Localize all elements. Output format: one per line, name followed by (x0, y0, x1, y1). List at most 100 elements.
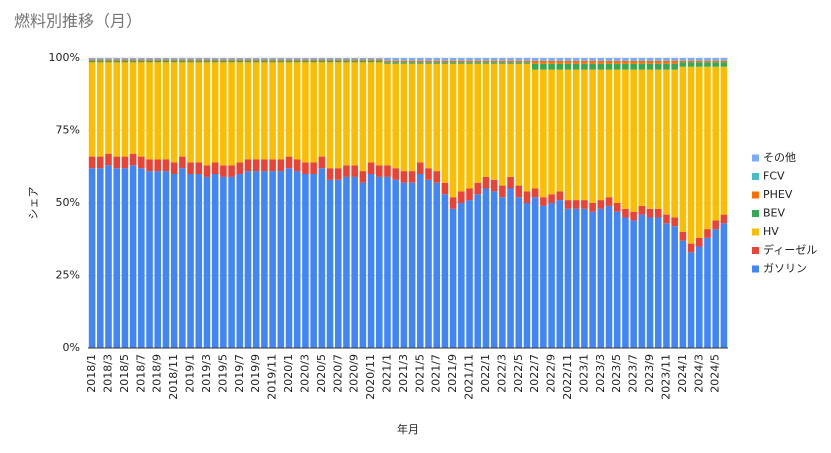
bar-segment (482, 188, 490, 348)
bar-segment (88, 60, 96, 63)
bar-segment (704, 58, 711, 61)
bar-segment (121, 62, 129, 157)
bar-segment (236, 62, 244, 163)
bar-segment (696, 60, 703, 63)
bar-segment (302, 62, 309, 163)
bar-segment (687, 62, 695, 67)
bar-segment (523, 203, 531, 348)
x-tick-label: 2024/3 (692, 354, 705, 393)
bar-segment (203, 176, 211, 348)
bar-segment (564, 63, 572, 70)
bar-segment (613, 60, 621, 64)
bar-segment (293, 159, 301, 172)
x-tick-label: 2020/3 (298, 354, 311, 393)
bar-segment (179, 58, 186, 60)
bar-segment (97, 58, 104, 60)
bar-segment (334, 62, 342, 169)
bar-segment (170, 174, 178, 348)
bar-segment (129, 62, 137, 154)
bar-segment (515, 185, 523, 198)
bar-segment (154, 62, 162, 160)
bar-segment (663, 60, 670, 64)
bar-segment (441, 60, 449, 63)
bar-segment (482, 63, 490, 177)
x-tick-label: 2019/1 (184, 354, 197, 393)
bar-segment (671, 60, 678, 64)
x-tick-label: 2023/7 (627, 354, 640, 393)
bar-segment (540, 58, 547, 61)
bar-segment (441, 182, 449, 195)
bar-segment (162, 62, 170, 160)
bar-segment (449, 63, 457, 198)
bar-segment (507, 176, 514, 189)
bar-segment (515, 60, 523, 63)
bar-segment (302, 162, 309, 174)
bar-segment (236, 162, 244, 174)
bar-segment (285, 58, 293, 60)
bar-segment (622, 58, 629, 61)
bar-segment (704, 229, 711, 238)
bar-segment (318, 59, 326, 61)
bar-segment (523, 58, 531, 61)
bar-segment (507, 188, 514, 348)
bar-segment (638, 214, 646, 348)
bar-segment (121, 59, 129, 61)
bar-segment (564, 69, 572, 201)
bar-segment (318, 58, 326, 60)
bar-segment (220, 176, 227, 348)
bar-segment (720, 60, 728, 63)
bar-segment (556, 60, 564, 64)
bar-segment (679, 232, 687, 241)
bar-segment (720, 66, 728, 215)
bar-segment (162, 58, 170, 60)
bar-segment (654, 69, 662, 209)
bar-segment (466, 188, 473, 201)
x-tick-label: 2023/5 (610, 354, 623, 393)
bar-segment (154, 159, 162, 172)
bar-segment (704, 66, 711, 230)
bar-segment (384, 58, 391, 61)
legend-swatch (752, 210, 759, 217)
bar-segment (392, 60, 399, 63)
bar-segment (613, 203, 621, 212)
x-tick-label: 2021/3 (397, 354, 410, 393)
x-tick-label: 2020/5 (315, 354, 328, 393)
bar-segment (622, 60, 629, 64)
bar-segment (367, 62, 375, 163)
bar-segment (458, 191, 465, 203)
x-tick-label: 2023/3 (594, 354, 607, 393)
bar-segment (326, 60, 334, 63)
bar-segment (572, 208, 580, 348)
bar-segment (88, 156, 96, 169)
bar-segment (605, 58, 613, 61)
bar-segment (195, 59, 203, 61)
x-tick-label: 2022/9 (545, 354, 558, 393)
bar-segment (548, 63, 555, 70)
bar-segment (220, 62, 227, 166)
bar-segment (187, 174, 194, 348)
bar-segment (310, 60, 317, 63)
bar-segment (392, 58, 399, 61)
bar-segment (515, 58, 523, 61)
bar-segment (269, 159, 276, 172)
bar-segment (646, 63, 654, 70)
bar-segment (646, 58, 654, 61)
y-tick-label: 50% (56, 196, 80, 209)
bar-segment (490, 58, 498, 61)
bar-segment (376, 176, 383, 348)
bar-segment (203, 165, 211, 177)
bar-segment (252, 159, 260, 172)
bar-segment (359, 59, 367, 61)
bar-segment (712, 66, 719, 221)
bar-segment (334, 179, 342, 348)
bar-segment (252, 59, 260, 61)
bar-segment (466, 62, 473, 64)
bar-segment (343, 58, 350, 60)
bar-segment (244, 62, 252, 160)
bar-segment (408, 171, 416, 183)
bar-segment (671, 226, 678, 348)
bar-segment (646, 69, 654, 209)
bar-segment (146, 62, 153, 160)
bar-segment (589, 203, 596, 212)
bar-segment (540, 197, 547, 206)
